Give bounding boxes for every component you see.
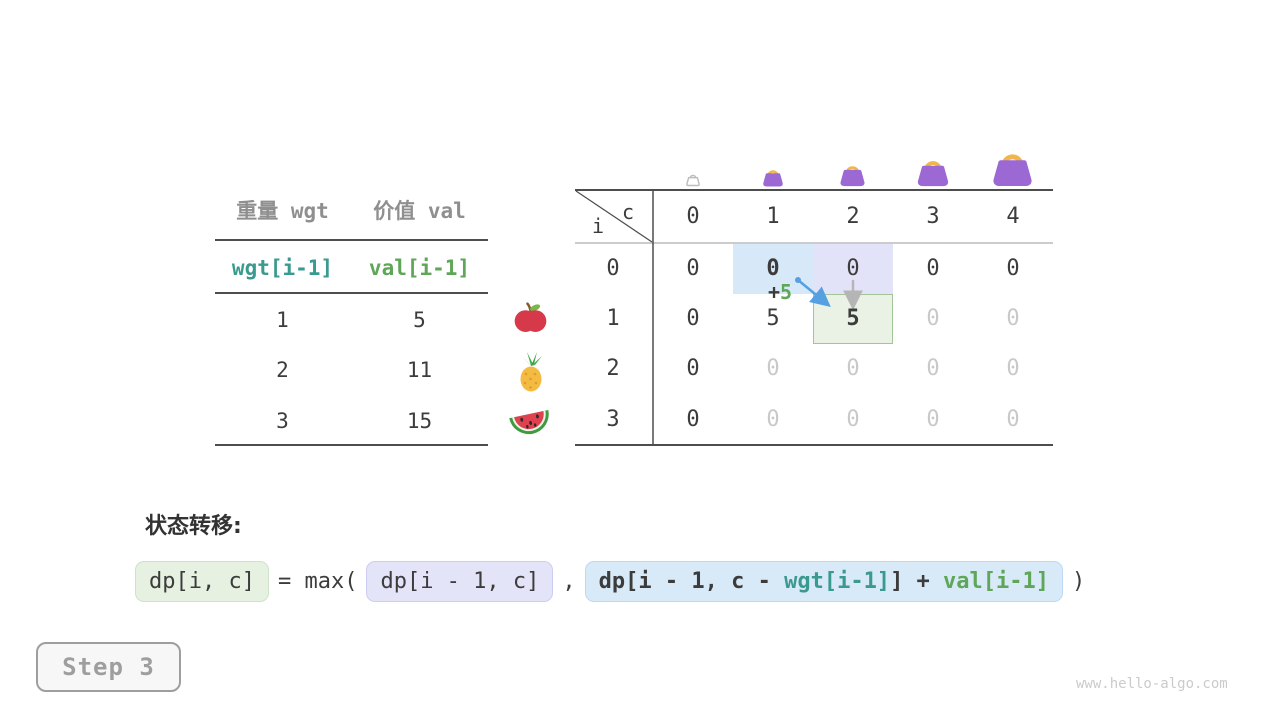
dp-col-header-4: 4 <box>1006 204 1020 229</box>
add-value-annotation: +5 <box>752 279 808 305</box>
dp-cell-0-4: 0 <box>1006 256 1020 281</box>
formula-eq-max: = max( <box>277 568 358 594</box>
item-1-weight: 1 <box>276 308 289 332</box>
watermelon-icon <box>506 402 554 444</box>
dp-cell-3-2: 0 <box>846 407 860 432</box>
dp-cell-2-1: 0 <box>766 356 780 381</box>
bag-small-icon <box>762 167 784 191</box>
formula-option-take: dp[i - 1, c - wgt[i-1]] + val[i-1] <box>584 560 1064 602</box>
plus-sign: + <box>767 280 780 304</box>
dp-cell-2-2: 0 <box>846 356 860 381</box>
dp-col-header-1: 1 <box>766 204 780 229</box>
take-val-term: val[i-1] <box>943 568 1050 594</box>
take-mid: ] + <box>890 568 944 594</box>
apple-icon <box>512 299 549 340</box>
items-table-header-value: 价值 val <box>373 199 466 223</box>
dp-cell-0-2: 0 <box>846 256 860 281</box>
item-2-value: 11 <box>406 358 433 382</box>
added-value: 5 <box>780 280 793 304</box>
dp-cell-2-4: 0 <box>1006 356 1020 381</box>
dp-col-header-3: 3 <box>926 204 940 229</box>
dp-cell-1-3: 0 <box>926 306 940 331</box>
watermark: www.hello-algo.com <box>1076 676 1228 692</box>
dp-cell-0-1: 0 <box>766 256 780 281</box>
item-2-weight: 2 <box>276 358 289 382</box>
dp-col-header-0: 0 <box>686 204 700 229</box>
dp-row-header-3: 3 <box>606 407 620 432</box>
dp-axis-col-label: c <box>622 200 635 224</box>
dp-cell-3-0: 0 <box>686 407 700 432</box>
take-prefix: dp[i - 1, c - <box>598 568 785 594</box>
dp-cell-0-3: 0 <box>926 256 940 281</box>
item-3-value: 15 <box>406 409 433 433</box>
transition-heading: 状态转移: <box>145 514 242 539</box>
dp-cell-1-1: 5 <box>766 306 780 331</box>
dp-row-header-1: 1 <box>606 306 620 331</box>
formula-lhs: dp[i, c] <box>135 560 269 602</box>
dp-cell-0-0: 0 <box>686 256 700 281</box>
bag-medium-icon <box>839 162 866 191</box>
step-badge[interactable]: Step 3 <box>36 642 181 692</box>
dp-cell-2-0: 0 <box>686 356 700 381</box>
formula-option-skip: dp[i - 1, c] <box>366 560 554 602</box>
dp-cell-1-4: 0 <box>1006 306 1020 331</box>
items-table-subheader-wgt: wgt[i-1] <box>231 256 334 280</box>
bag-xlarge-icon <box>991 148 1034 191</box>
bag-outline-xs-icon <box>685 172 701 191</box>
dp-cell-1-2: 5 <box>846 306 860 331</box>
item-1-value: 5 <box>413 308 426 332</box>
dp-cell-3-1: 0 <box>766 407 780 432</box>
dp-cell-1-0: 0 <box>686 306 700 331</box>
dp-cell-2-3: 0 <box>926 356 940 381</box>
formula-close-paren: ) <box>1072 568 1086 594</box>
dp-row-header-2: 2 <box>606 356 620 381</box>
dp-col-header-2: 2 <box>846 204 860 229</box>
take-wgt-term: wgt[i-1] <box>784 568 891 594</box>
dp-cell-3-3: 0 <box>926 407 940 432</box>
item-3-weight: 3 <box>276 409 289 433</box>
items-table-subheader-val: val[i-1] <box>368 256 471 280</box>
dp-axis-row-label: i <box>592 214 605 238</box>
transition-formula: dp[i, c] = max( dp[i - 1, c] , dp[i - 1,… <box>135 557 1085 605</box>
bag-large-icon <box>916 156 950 191</box>
dp-row-header-0: 0 <box>606 256 620 281</box>
pineapple-icon <box>513 350 549 398</box>
items-table-header-weight: 重量 wgt <box>236 199 329 223</box>
dp-cell-3-4: 0 <box>1006 407 1020 432</box>
formula-comma: , <box>562 568 576 594</box>
